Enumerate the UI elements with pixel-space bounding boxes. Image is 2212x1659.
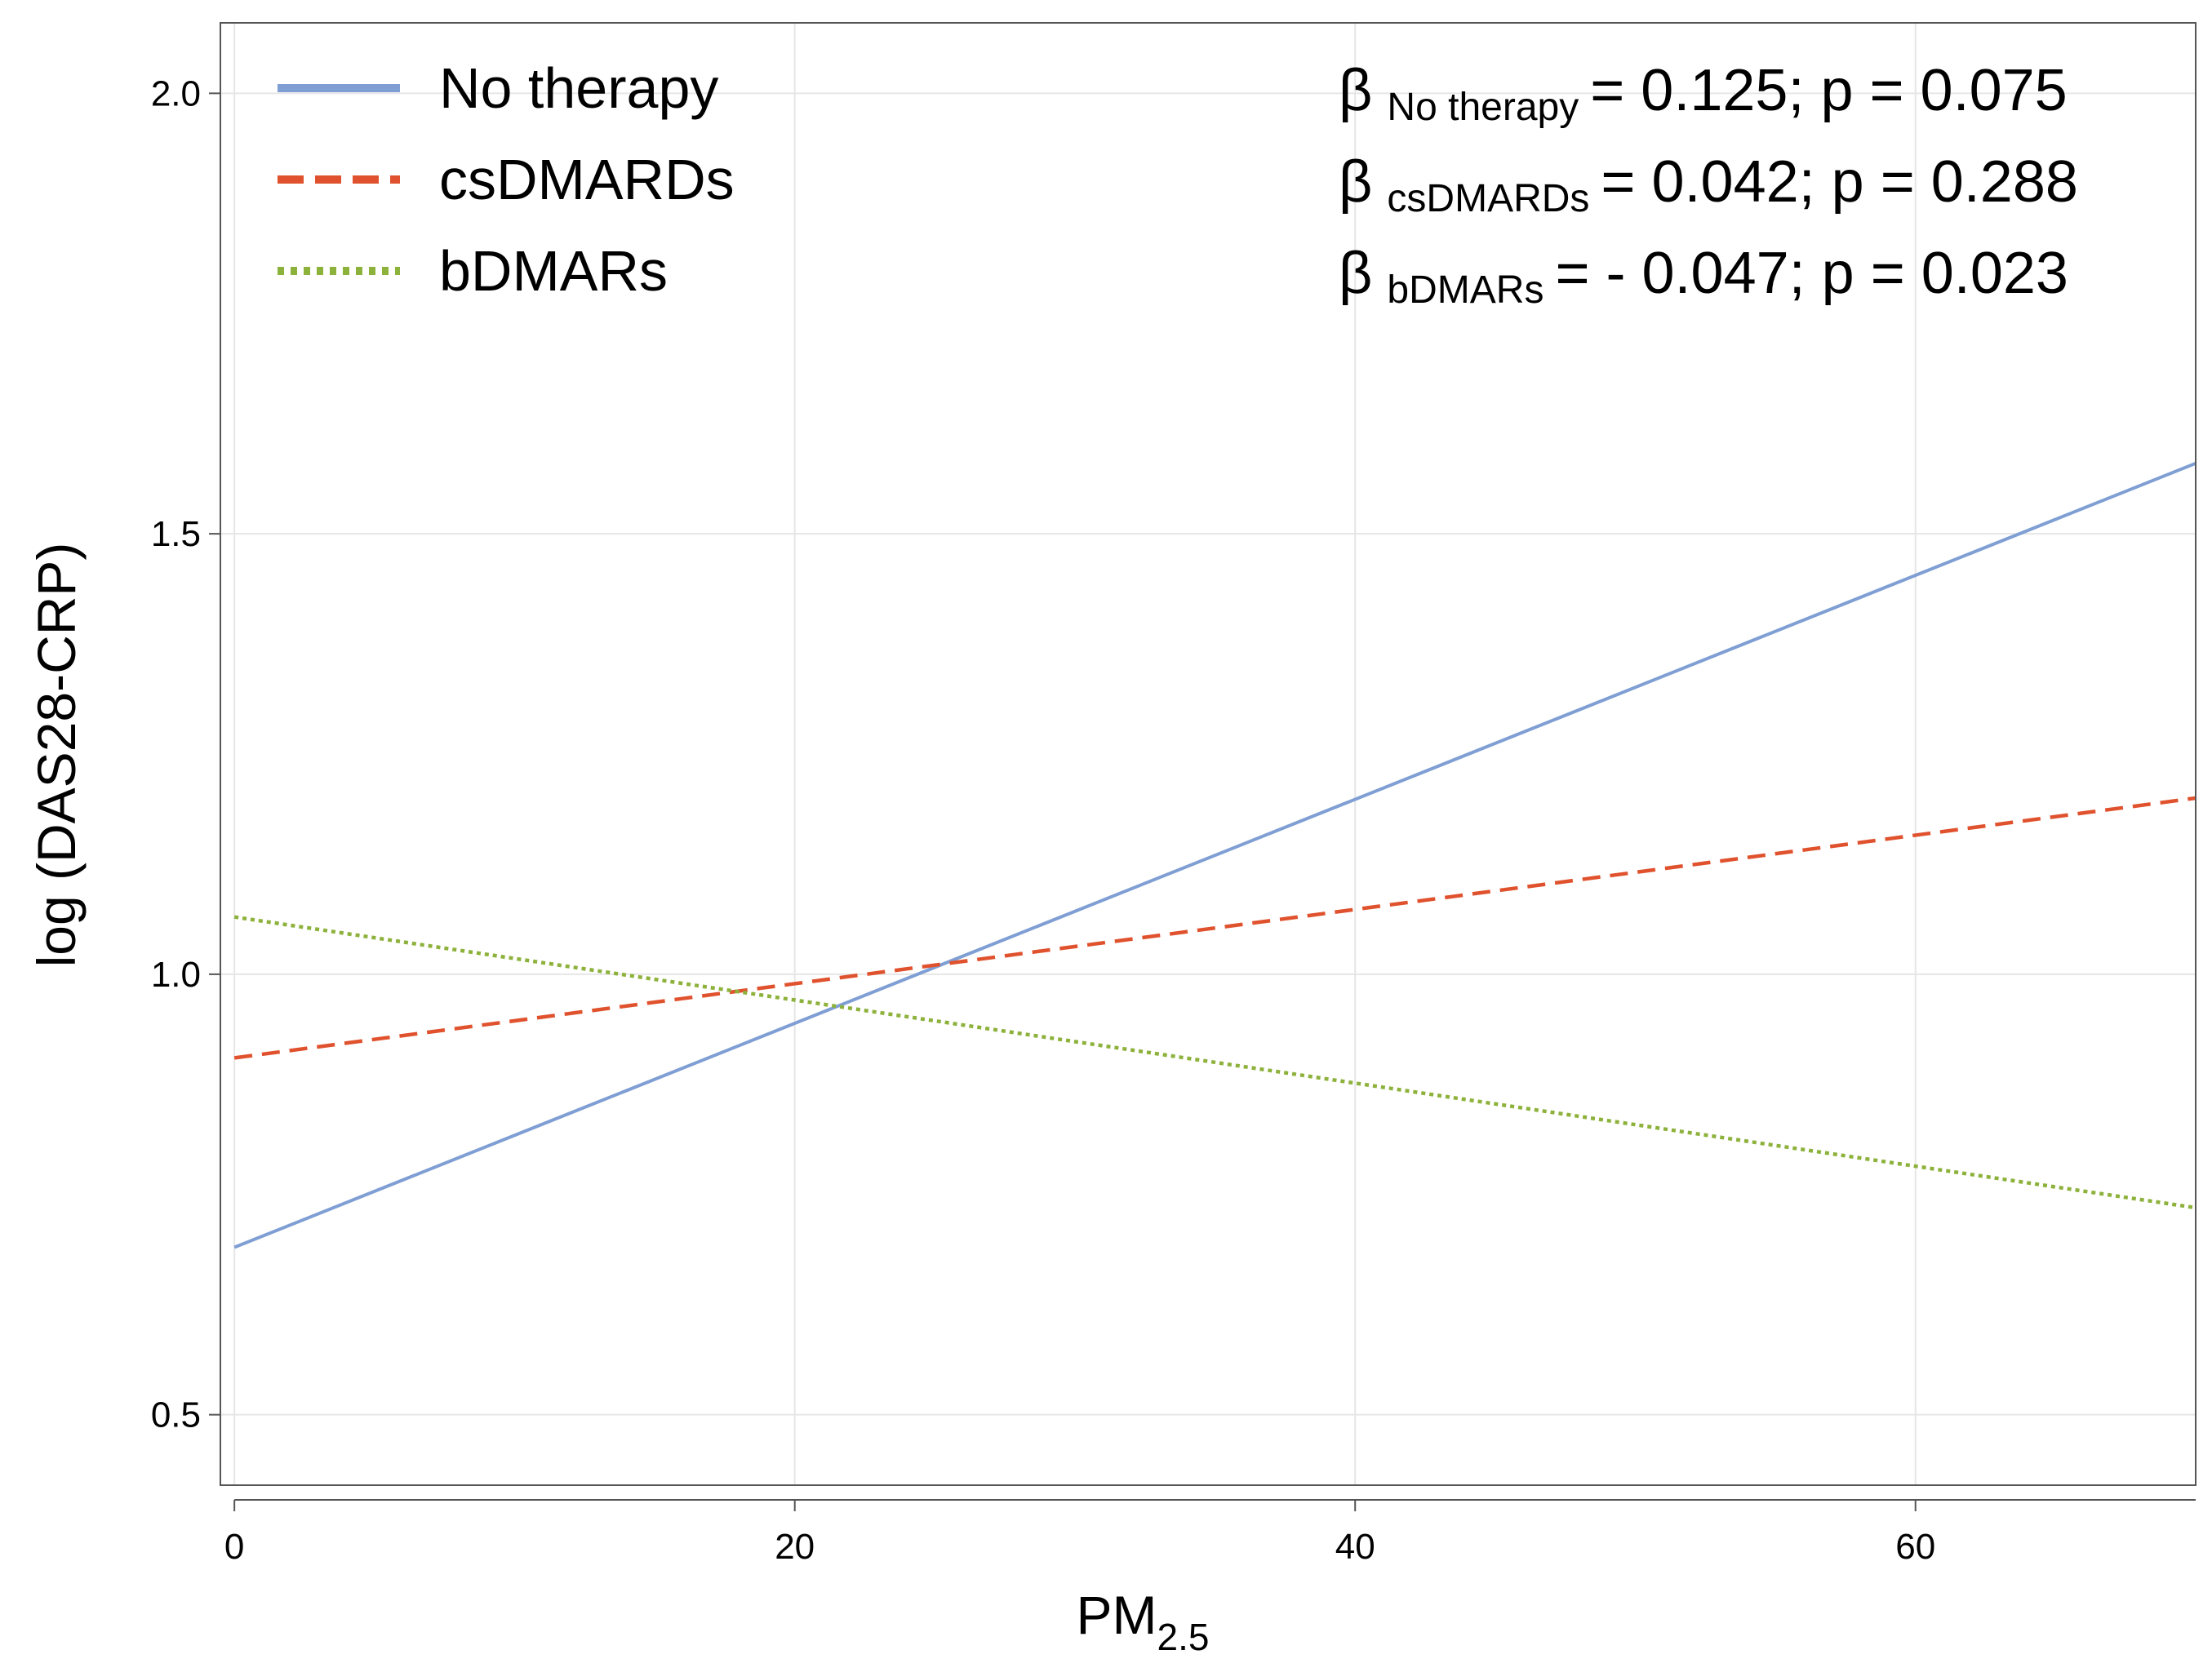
x-tick-label-3: 60	[1895, 1527, 1935, 1567]
legend: No therapy csDMARDs bDMARs	[278, 56, 735, 303]
stat-subscript: csDMARDs	[1387, 177, 1589, 220]
grid-lines	[220, 23, 2196, 1485]
stat-symbol: β	[1339, 149, 1372, 215]
stat-text: = 0.042; p = 0.288	[1601, 149, 2078, 215]
legend-label-2: bDMARs	[439, 239, 668, 303]
legend-label-1: csDMARDs	[439, 148, 735, 211]
stats-annotations: β No therapy = 0.125; p = 0.075 β csDMARDs = …	[1339, 58, 2078, 312]
stat-symbol: β	[1339, 241, 1372, 306]
stat-annotation-2: β bDMARs = - 0.047; p = 0.023	[1339, 241, 2068, 312]
x-tick-label-0: 0	[224, 1527, 244, 1567]
x-axis-title-subscript: 2.5	[1157, 1616, 1210, 1658]
stat-subscript: No therapy	[1387, 86, 1579, 129]
stat-symbol: β	[1339, 58, 1372, 123]
series-lines	[233, 461, 2196, 1249]
x-tick-label-2: 40	[1335, 1527, 1375, 1567]
x-axis-title: PM2.5	[1077, 1585, 1210, 1658]
plot-frame	[220, 22, 2196, 1486]
x-axis: 0 20 40 60	[224, 1499, 2196, 1567]
y-tick-label-2: 1.5	[151, 514, 201, 554]
stat-text: = - 0.047; p = 0.023	[1555, 241, 2068, 306]
plot-background	[220, 23, 2196, 1485]
stat-text: = 0.125; p = 0.075	[1590, 58, 2068, 123]
stat-annotation-1: β csDMARDs = 0.042; p = 0.288	[1339, 149, 2078, 220]
stat-annotation-0: β No therapy = 0.125; p = 0.075	[1339, 58, 2068, 129]
stat-subscript: bDMARs	[1387, 268, 1544, 312]
y-tick-label-1: 1.0	[151, 955, 201, 995]
y-tick-label-3: 2.0	[151, 73, 201, 113]
legend-label-0: No therapy	[439, 56, 718, 120]
y-tick-label-0: 0.5	[151, 1395, 201, 1435]
series-line-csdmards	[233, 796, 2196, 1060]
y-axis: 0.5 1.0 1.5 2.0	[151, 73, 220, 1435]
y-axis-title: log (DAS28-CRP)	[26, 543, 87, 968]
series-line-no-therapy	[233, 461, 2196, 1249]
x-axis-title-main: PM	[1077, 1585, 1157, 1645]
x-tick-label-1: 20	[775, 1527, 815, 1567]
series-line-bdmars	[233, 915, 2196, 1210]
